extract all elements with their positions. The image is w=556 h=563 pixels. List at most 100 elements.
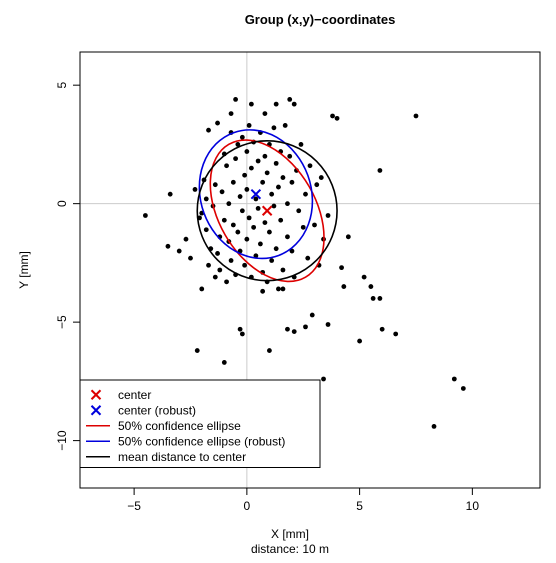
data-point [377, 168, 383, 173]
legend-label: 50% confidence ellipse [118, 419, 241, 433]
data-point [296, 208, 302, 214]
y-tick-label: −10 [55, 430, 69, 451]
data-point [289, 179, 295, 185]
x-tick-label: 10 [466, 499, 480, 513]
data-point [303, 191, 308, 197]
center-marker-stroke [261, 205, 273, 216]
data-point [248, 165, 254, 171]
data-point [221, 217, 227, 223]
y-axis: −10 −5 0 5 [55, 82, 81, 451]
data-point [309, 312, 315, 318]
data-point [285, 326, 290, 332]
data-point [260, 179, 266, 185]
legend-x-marker [90, 405, 102, 416]
center-marker [261, 205, 273, 216]
x-tick-label: 0 [244, 499, 251, 513]
data-point [413, 113, 419, 119]
data-point [334, 115, 340, 121]
y-axis-label: Y [mm] [17, 251, 31, 289]
data-point [330, 113, 335, 119]
data-point [228, 111, 234, 117]
data-point [230, 179, 236, 185]
data-point [393, 331, 399, 337]
data-point [237, 326, 243, 332]
plot-area [79, 51, 541, 489]
data-point [451, 376, 457, 382]
data-point [273, 246, 279, 252]
data-point [287, 96, 293, 102]
y-tick-label: 0 [55, 200, 69, 207]
data-point [276, 184, 281, 190]
data-point [212, 182, 218, 188]
data-point [206, 127, 211, 133]
data-point [370, 296, 376, 301]
data-point [212, 274, 218, 280]
x-axis: −5 0 5 10 [127, 487, 480, 513]
data-point [305, 255, 311, 261]
y-tick-label: 5 [55, 82, 69, 89]
data-point [278, 217, 284, 223]
data-point [341, 284, 347, 289]
data-point [255, 158, 261, 164]
data-point [246, 215, 252, 221]
data-point [199, 286, 205, 292]
data-point [253, 253, 259, 259]
data-point [314, 182, 320, 188]
data-point [379, 326, 385, 332]
x-tick-label: 5 [356, 499, 363, 513]
data-point [244, 187, 250, 192]
data-point [271, 125, 277, 131]
legend-x-marker-stroke [90, 405, 102, 416]
data-point [260, 288, 266, 294]
data-point [239, 208, 245, 214]
data-point [221, 360, 227, 365]
center-robust-marker [250, 188, 262, 200]
data-point [262, 220, 268, 226]
data-point [215, 251, 220, 256]
confidence-ellipse-robust [198, 129, 314, 260]
data-point [368, 284, 374, 289]
legend-label: center [118, 388, 151, 402]
data-point [431, 423, 437, 429]
data-point [361, 274, 367, 280]
data-point [303, 324, 308, 330]
data-point [298, 142, 304, 147]
data-point [257, 241, 263, 247]
data-point [228, 258, 234, 263]
data-point [244, 236, 250, 242]
data-point [224, 279, 229, 285]
y-tick-label: −5 [55, 315, 69, 329]
data-point [271, 203, 277, 209]
data-point [188, 255, 193, 261]
data-point [282, 123, 288, 128]
data-point [194, 348, 200, 353]
x-tick-label: −5 [127, 499, 141, 513]
data-point [325, 213, 331, 218]
data-point [280, 175, 286, 180]
data-point [246, 123, 252, 128]
data-point [269, 191, 275, 197]
data-point [262, 153, 268, 159]
data-point [291, 101, 297, 107]
legend-x-marker [90, 389, 102, 400]
data-point [165, 243, 171, 249]
data-point [300, 224, 306, 230]
x-axis-sublabel: distance: 10 m [251, 542, 329, 556]
data-point [226, 201, 232, 207]
data-point [460, 386, 466, 391]
data-point [280, 267, 286, 273]
data-point [273, 160, 279, 166]
data-point [267, 348, 272, 353]
data-point [203, 227, 209, 233]
data-point [176, 248, 182, 254]
mean-distance-circle [196, 140, 338, 282]
legend-x-marker-stroke [90, 389, 102, 400]
data-point [237, 194, 243, 199]
data-point [142, 213, 148, 218]
data-point [264, 170, 270, 176]
legend-label: mean distance to center [118, 450, 246, 464]
data-point [377, 296, 383, 301]
data-point [345, 234, 351, 240]
data-point [291, 329, 297, 335]
